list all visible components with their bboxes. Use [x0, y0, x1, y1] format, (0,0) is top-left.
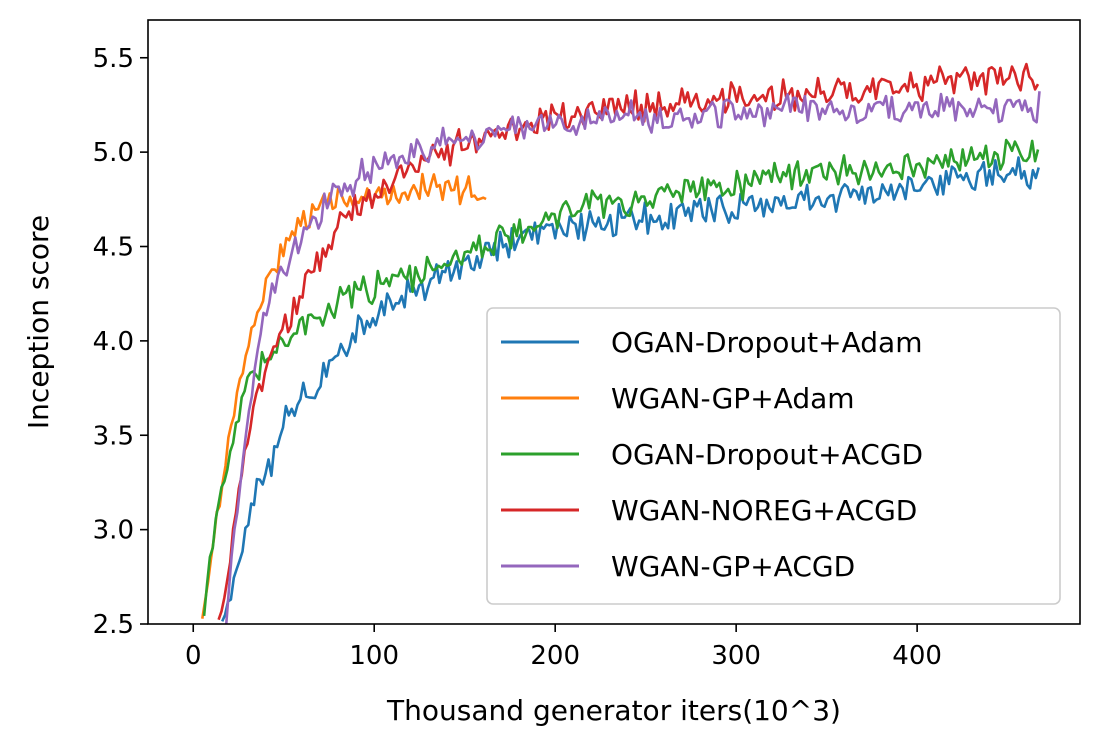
legend-label: WGAN-NOREG+ACGD	[611, 494, 917, 527]
series-line-2	[201, 172, 487, 619]
y-axis-label: Inception score	[22, 215, 55, 429]
x-tick-label: 400	[892, 641, 942, 671]
x-tick-label: 300	[711, 641, 761, 671]
y-tick-label: 5.5	[93, 44, 134, 74]
y-tick-label: 4.5	[93, 233, 134, 263]
y-tick-label: 2.5	[93, 610, 134, 640]
x-axis-ticks: 0 100 200 300 400	[185, 624, 942, 671]
series-line-3	[202, 138, 1040, 617]
y-tick-label: 3.0	[93, 516, 134, 546]
y-tick-label: 4.0	[93, 327, 134, 357]
series-line-5	[224, 91, 1041, 624]
plot-frame	[147, 19, 1081, 625]
legend-label: OGAN-Dropout+Adam	[611, 326, 923, 359]
series-layer	[201, 62, 1041, 624]
legend-label: OGAN-Dropout+ACGD	[611, 438, 923, 471]
legend: OGAN-Dropout+Adam WGAN-GP+Adam OGAN-Dropou…	[486, 307, 1061, 605]
legend-box	[486, 307, 1061, 605]
y-tick-label: 3.5	[93, 421, 134, 451]
series-line-4	[217, 62, 1040, 621]
legend-label: WGAN-GP+Adam	[611, 382, 855, 415]
x-axis-label: Thousand generator iters(10^3)	[386, 694, 841, 727]
x-tick-label: 200	[530, 641, 580, 671]
x-tick-label: 0	[185, 641, 202, 671]
legend-label: WGAN-GP+ACGD	[611, 550, 855, 583]
y-axis-ticks: 2.5 3.0 3.5 4.0 4.5 5.0 5.5	[93, 44, 148, 640]
y-tick-label: 5.0	[93, 138, 134, 168]
x-tick-label: 100	[349, 641, 399, 671]
